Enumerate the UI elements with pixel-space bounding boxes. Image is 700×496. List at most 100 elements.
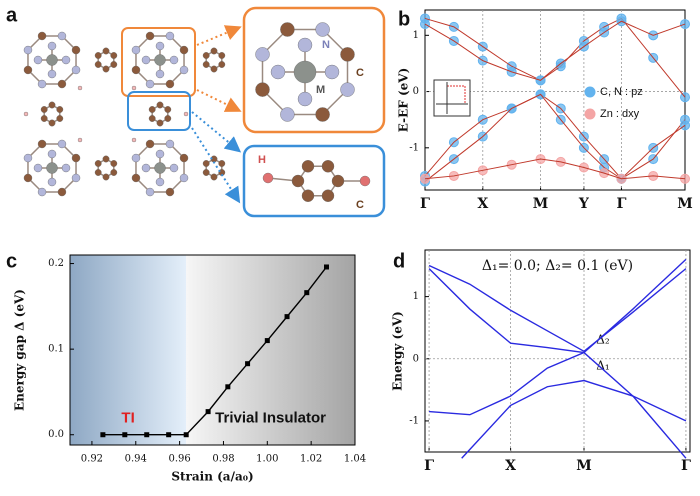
legend-swatch [584,108,596,120]
atom [110,61,118,68]
atom [141,163,151,173]
atom [340,82,355,97]
atom [47,177,57,187]
atom [37,79,47,89]
atom [23,65,33,75]
y-tick-label: -1 [409,142,419,153]
atom [169,163,179,173]
atom [94,52,102,59]
y-tick-label: 0.1 [48,344,64,355]
plot-frame [424,249,691,453]
atom [56,115,64,122]
atom [359,175,371,187]
atom [37,139,47,149]
atom [102,65,110,73]
atom [165,187,175,197]
atom [57,187,67,197]
plot-frame [69,254,356,446]
atom [94,160,102,167]
atom [71,153,81,163]
atom [110,160,118,167]
region-label: TI [121,410,134,427]
atom [280,22,295,37]
atom [156,101,164,109]
atom [280,107,295,122]
atom [297,37,313,53]
series-line [428,264,687,353]
atom [23,173,33,183]
atom [46,54,58,66]
atom [165,31,175,41]
atom [131,153,141,163]
atom [255,47,270,62]
atom [23,153,33,163]
atom [315,107,330,122]
x-tick-label: 0.96 [168,454,190,465]
x-tick-label: M [677,196,693,212]
panel-label: d [393,250,405,272]
panel-label: c [6,250,17,272]
atom [210,65,218,73]
y-tick-label: 0 [413,353,419,364]
point-label: Δ₂ [596,333,610,347]
atom [57,79,67,89]
atom [262,172,274,184]
y-tick-label: 1 [413,30,419,41]
atom [102,173,110,181]
atom [47,69,57,79]
atom [94,61,102,68]
atom [155,177,165,187]
legend-label: C, N : pz [600,86,643,98]
atom [154,54,166,66]
panel-label: b [398,8,410,30]
y-axis-label: Energy (eV) [391,311,405,391]
zoom-structures [255,22,371,202]
y-axis-label: Energy gap Δ (eV) [13,289,27,411]
atom [293,60,317,84]
atom [40,115,48,122]
x-tick-label: X [505,458,516,474]
legend-label: Zn : dxy [600,108,640,120]
atom [218,160,226,167]
atom [301,189,315,202]
atom [56,106,64,113]
atom [131,85,137,91]
atom [71,65,81,75]
series-line [424,158,686,180]
atom [164,106,172,113]
atom [48,101,56,109]
atom [46,162,58,174]
atom [210,47,218,55]
atom [331,174,345,188]
atom-label: C [356,199,364,211]
atom [155,149,165,159]
atom [110,169,118,176]
atom [47,41,57,51]
region [186,255,355,445]
atom [47,149,57,159]
atom [33,55,43,65]
atom [94,169,102,176]
atom [165,79,175,89]
atom [23,45,33,55]
arrow [191,111,242,153]
atom [169,55,179,65]
atom [61,163,71,173]
atom [33,163,43,173]
atom [270,64,286,80]
atom [291,174,305,188]
x-tick-label: 0.98 [212,454,234,465]
atom [23,111,29,117]
series-line [461,379,687,459]
x-tick-label: Γ [616,196,626,212]
atom [164,115,172,122]
atom [145,187,155,197]
y-tick-label: 0.2 [48,258,64,269]
series-line [102,266,328,436]
atom [148,106,156,113]
atom-label: N [322,39,330,51]
x-tick-label: 1.04 [344,454,366,465]
atom [315,22,330,37]
atom [141,55,151,65]
atom [297,91,313,107]
